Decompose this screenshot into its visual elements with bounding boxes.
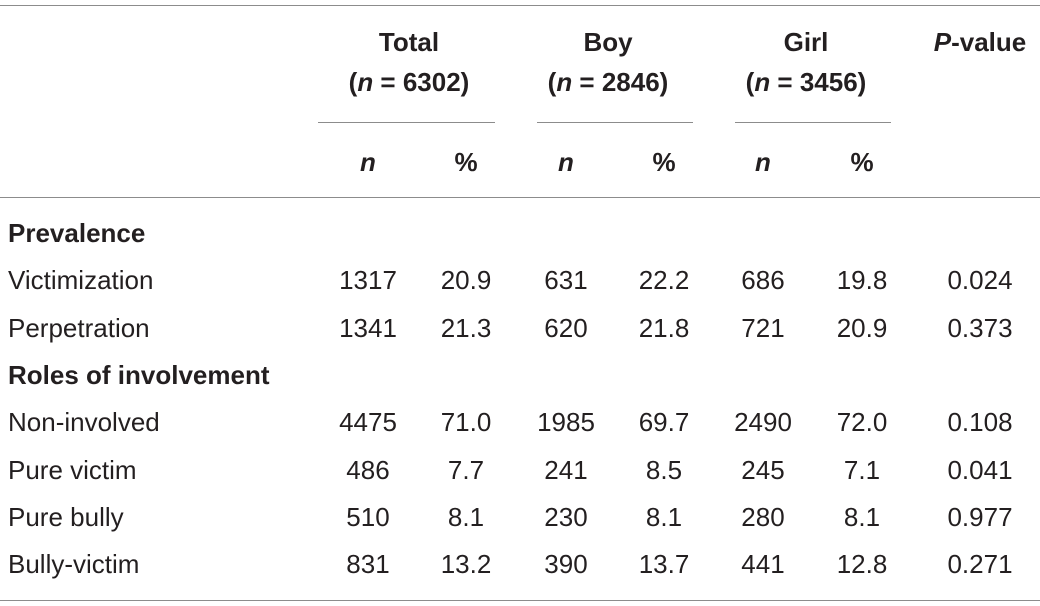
sample-part: ( (745, 67, 755, 97)
cell: 0.271 (947, 549, 1013, 580)
group-rule (537, 122, 693, 123)
cell: 831 (346, 549, 390, 580)
cell: 20.9 (440, 265, 492, 296)
cell: 486 (346, 454, 390, 485)
cell: 441 (741, 549, 785, 580)
group-sample: (n = 2846) (548, 67, 669, 97)
sample-part: = 3456) (770, 67, 867, 97)
sample-part: = 2846) (572, 67, 669, 97)
cell: 2490 (734, 407, 792, 438)
group-sample: (n = 3456) (746, 67, 867, 97)
sample-part: n (357, 67, 374, 97)
cell: 69.7 (638, 407, 690, 438)
cell: 4475 (339, 407, 397, 438)
sample-part: ( (547, 67, 557, 97)
cell: 721 (741, 312, 785, 343)
cell: 13.7 (638, 549, 690, 580)
cell: 8.1 (447, 501, 485, 532)
row-label: Perpetration (8, 312, 150, 343)
cell: 21.3 (440, 312, 492, 343)
subheader: n (755, 147, 771, 177)
cell: 390 (544, 549, 588, 580)
row-label: Bully-victim (8, 549, 140, 580)
p-value-header: P-value (934, 27, 1027, 57)
cell: 510 (346, 501, 390, 532)
cell: 22.2 (638, 265, 690, 296)
cell: 241 (544, 454, 588, 485)
cell: 71.0 (440, 407, 492, 438)
cell: 1341 (339, 312, 397, 343)
cell: 72.0 (836, 407, 888, 438)
cell: 8.1 (843, 501, 881, 532)
cell: 21.8 (638, 312, 690, 343)
sample-part: n (556, 67, 573, 97)
cell: 8.5 (645, 454, 683, 485)
cell: 19.8 (836, 265, 888, 296)
group-label: Boy (583, 27, 633, 57)
p-value-part: -value (951, 27, 1027, 57)
cell: 0.041 (947, 454, 1013, 485)
group-label: Total (378, 27, 440, 57)
group-sample: (n = 6302) (349, 67, 470, 97)
section-title: Prevalence (8, 218, 146, 248)
cell: 686 (741, 265, 785, 296)
header-rule (0, 197, 1040, 198)
cell: 0.024 (947, 265, 1013, 296)
row-label: Pure victim (8, 454, 137, 485)
sample-part: = 6302) (373, 67, 470, 97)
cell: 20.9 (836, 312, 888, 343)
p-value-part: P (933, 27, 952, 57)
subheader: n (360, 147, 376, 177)
subheader: % (850, 147, 874, 177)
row-label: Pure bully (8, 501, 124, 532)
cell: 0.373 (947, 312, 1013, 343)
cell: 7.7 (447, 454, 485, 485)
subheader: n (558, 147, 574, 177)
cell: 13.2 (440, 549, 492, 580)
cell: 0.108 (947, 407, 1013, 438)
group-rule (318, 122, 495, 123)
cell: 1317 (339, 265, 397, 296)
row-label: Victimization (8, 265, 154, 296)
bottom-rule (0, 600, 1040, 601)
group-label: Girl (783, 27, 829, 57)
row-label: Non-involved (8, 407, 160, 438)
cell: 245 (741, 454, 785, 485)
group-rule (735, 122, 891, 123)
sample-part: ( (348, 67, 358, 97)
cell: 280 (741, 501, 785, 532)
cell: 12.8 (836, 549, 888, 580)
subheader: % (454, 147, 478, 177)
cell: 8.1 (645, 501, 683, 532)
top-rule (0, 5, 1040, 6)
section-title: Roles of involvement (8, 359, 270, 390)
sample-part: n (754, 67, 771, 97)
cell: 620 (544, 312, 588, 343)
cell: 0.977 (947, 501, 1013, 532)
cell: 230 (544, 501, 588, 532)
cell: 1985 (537, 407, 595, 438)
subheader: % (652, 147, 676, 177)
cell: 631 (544, 265, 588, 296)
cell: 7.1 (843, 454, 881, 485)
